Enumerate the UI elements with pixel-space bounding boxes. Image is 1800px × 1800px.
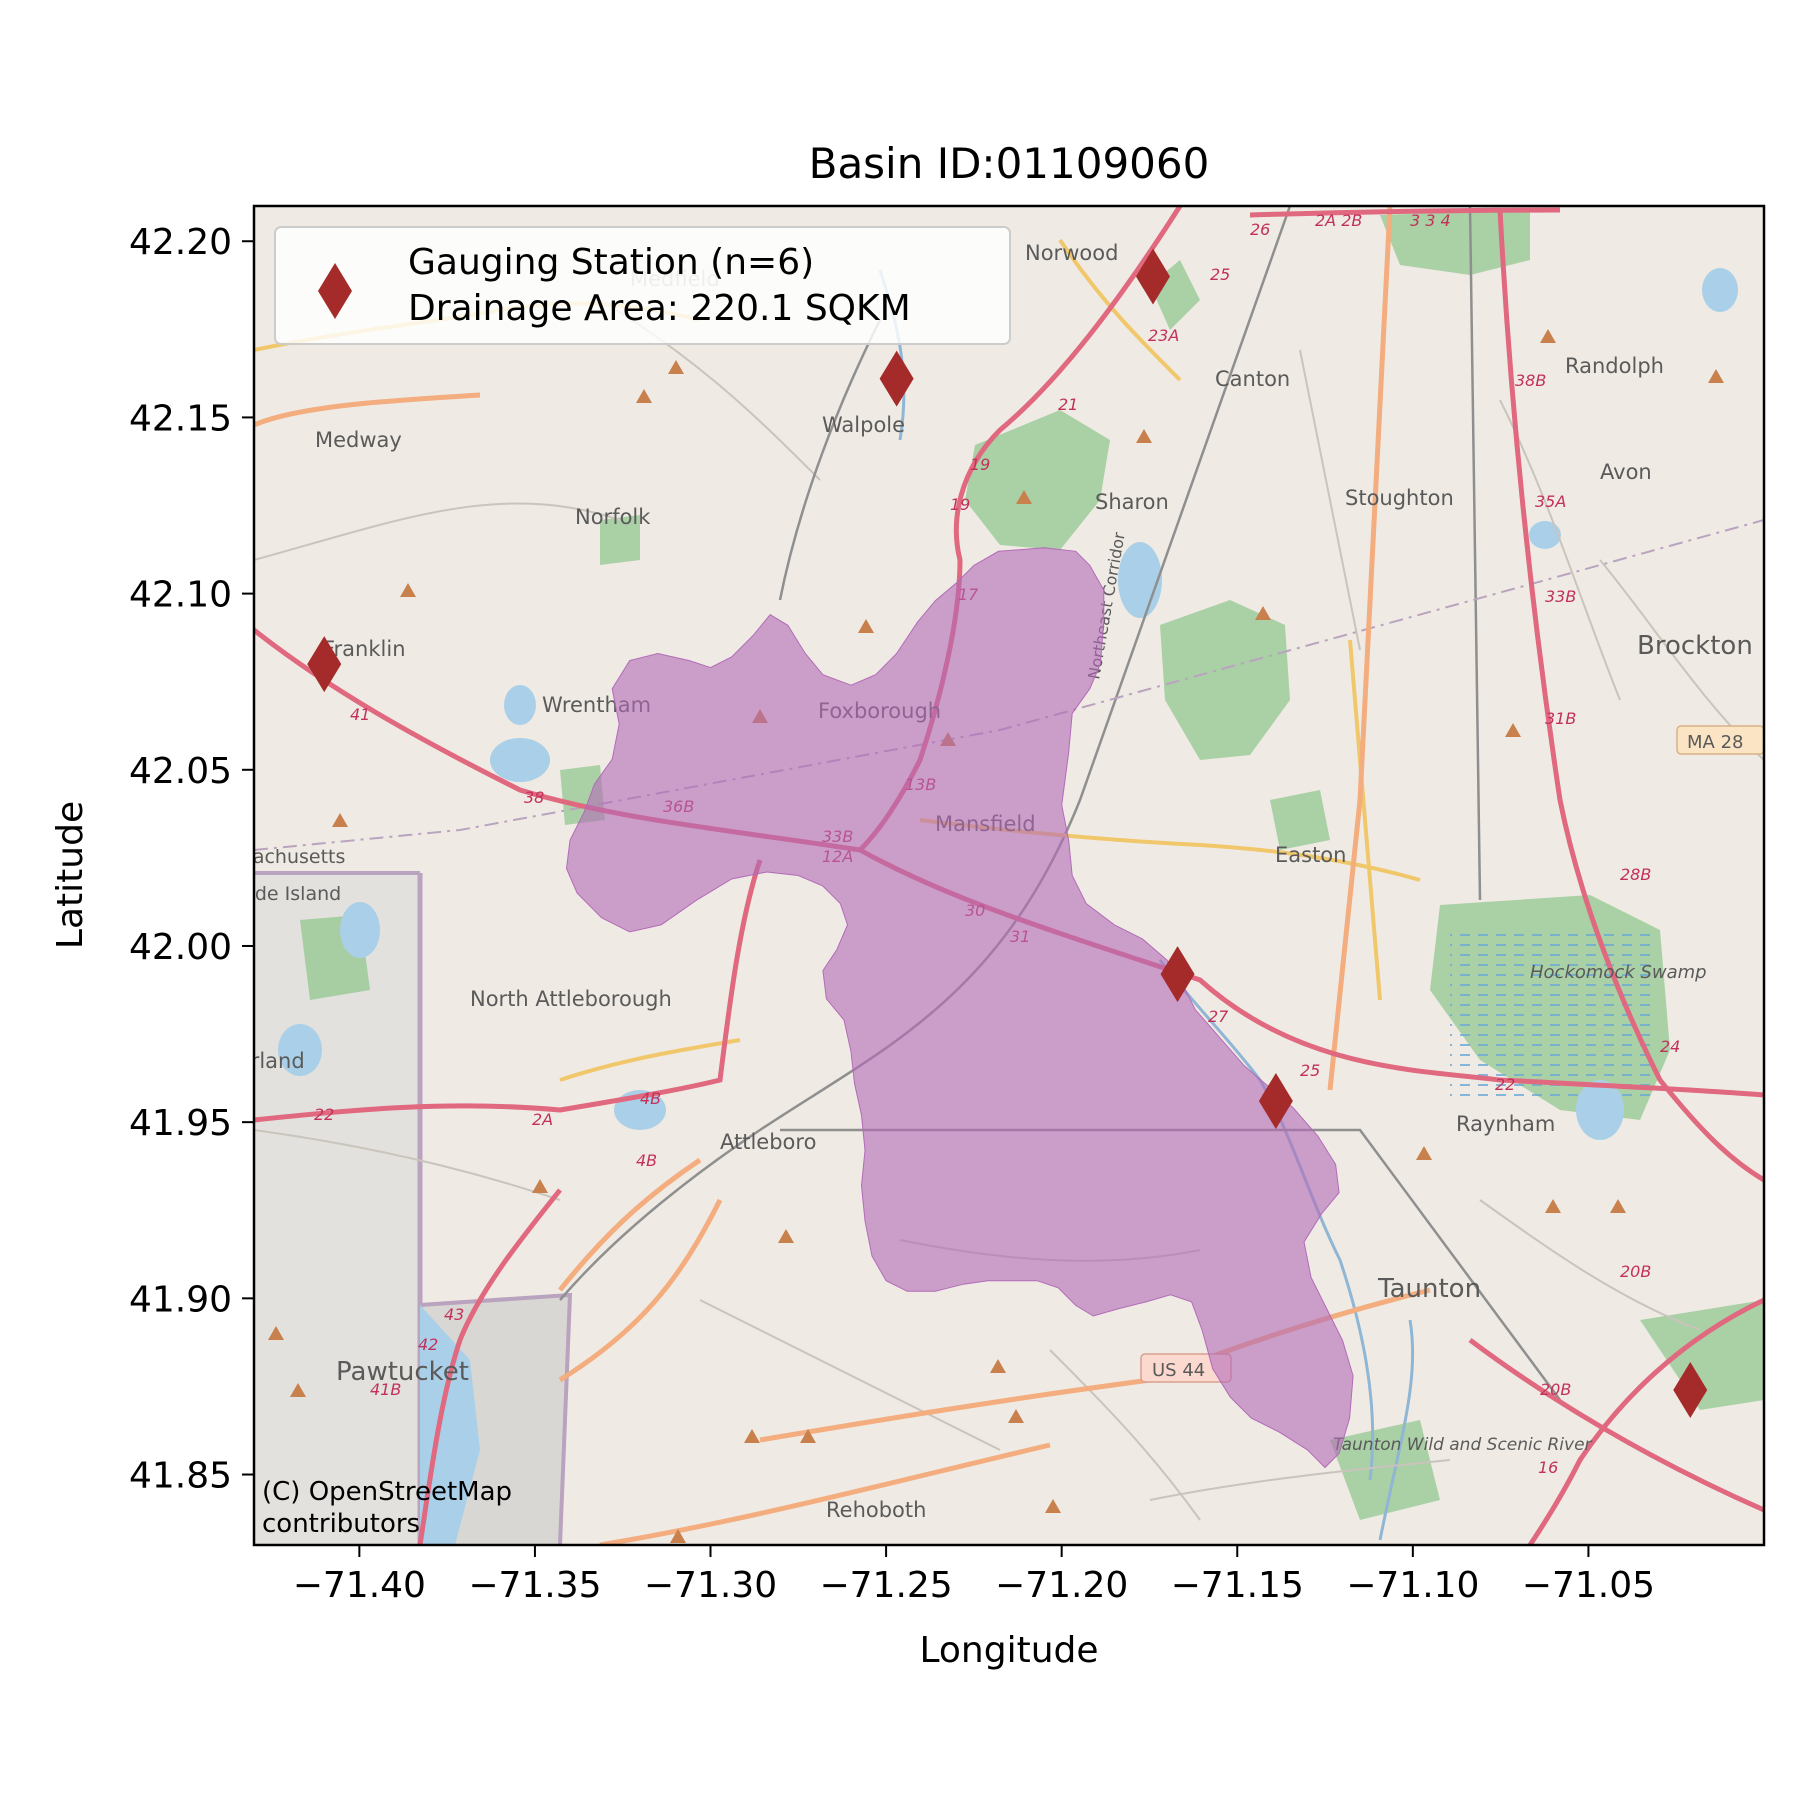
exit-label: 22 [1495, 1075, 1515, 1094]
map-label-taunton-river: Taunton Wild and Scenic River [1333, 1435, 1593, 1455]
exit-label: 2A [532, 1110, 553, 1129]
x-tick-label: −71.10 [1346, 1565, 1479, 1606]
map-label-cumberland: Cumberland [176, 1049, 305, 1073]
map-label-raynham: Raynham [1456, 1112, 1555, 1136]
map-label-randolph: Randolph [1565, 354, 1664, 378]
exit-label: 41 [350, 705, 370, 724]
map-label-attleboro: Attleboro [720, 1130, 816, 1154]
legend-line-2: Drainage Area: 220.1 SQKM [408, 288, 911, 329]
map-label-walpole: Walpole [822, 413, 905, 437]
x-tick-label: −71.40 [293, 1565, 426, 1606]
map-label-hockomock-swamp: Hockomock Swamp [1530, 962, 1707, 983]
attribution-line-1: (C) OpenStreetMap [262, 1477, 512, 1507]
x-tick-label: −71.30 [644, 1565, 777, 1606]
y-axis-label: Latitude [50, 801, 91, 949]
gauging-station-marker [1160, 946, 1195, 1003]
x-tick-label: −71.05 [1522, 1565, 1655, 1606]
primary-roads [254, 206, 1431, 1545]
map-label-canton: Canton [1215, 367, 1290, 391]
map-label-pawtucket: Pawtucket [336, 1357, 469, 1387]
basemap: Norwood Medfield Canton Randolph Walpole… [176, 206, 1764, 1545]
exit-label: 38B [1515, 371, 1546, 390]
map-label-north-attleborough: North Attleborough [470, 987, 672, 1011]
y-tick-label: 42.05 [129, 751, 232, 792]
exit-label: 26 [1250, 220, 1270, 239]
legend-diamond-marker [318, 263, 352, 319]
gauging-station-marker [1673, 1361, 1708, 1418]
exit-label: 38 [524, 788, 544, 807]
exit-label: 23A [1148, 326, 1179, 345]
x-axis-label: Longitude [919, 1630, 1098, 1671]
chart-title: Basin ID:01109060 [809, 139, 1210, 188]
x-tick-label: −71.20 [995, 1565, 1128, 1606]
map-label-rhode-island: Rhode Island [218, 883, 341, 905]
exit-label: 28B [1620, 865, 1651, 884]
shield-ma-28: MA 28 [1687, 732, 1743, 753]
y-tick-label: 42.10 [129, 575, 232, 616]
y-tick-label: 42.00 [129, 927, 232, 968]
gauging-stations [307, 248, 1708, 1418]
map-label-sharon: Sharon [1095, 490, 1169, 514]
x-tick-label: −71.35 [468, 1565, 601, 1606]
legend-line-1: Gauging Station (n=6) [408, 242, 814, 283]
exit-label: 20B [1540, 1380, 1571, 1399]
road-shields: MA 28 US 44 [1140, 725, 1764, 1383]
map-label-avon: Avon [1600, 460, 1652, 484]
exit-label: 16 [1538, 1458, 1558, 1477]
attribution-line-2: contributors [262, 1509, 420, 1539]
state-boundary-dashed [254, 519, 1764, 851]
exit-label: 24 [1660, 1037, 1680, 1056]
legend: Gauging Station (n=6) Drainage Area: 220… [274, 226, 1011, 345]
exit-label: 21 [1058, 395, 1078, 414]
map-label-easton: Easton [1275, 843, 1346, 867]
peak-markers [268, 329, 1724, 1543]
attribution: (C) OpenStreetMap contributors [262, 1477, 512, 1539]
gauging-station-marker [307, 636, 342, 693]
legend-box [274, 226, 1011, 345]
x-tick-label: −71.25 [819, 1565, 952, 1606]
water-bodies [278, 268, 1738, 1545]
exit-label: 2A 2B [1315, 211, 1362, 230]
x-axis-ticks: −71.40 −71.35 −71.30 −71.25 −71.20 −71.15 −71.… [293, 1545, 1655, 1606]
y-tick-label: 41.85 [129, 1456, 232, 1497]
exit-label: 25 [1210, 265, 1230, 284]
exit-label: 19 [970, 455, 990, 474]
exit-label: 35A [1535, 492, 1566, 511]
exit-label: 4B [640, 1089, 661, 1108]
exit-label: 31B [1545, 709, 1576, 728]
exit-label: 43 [444, 1305, 464, 1324]
map-label-stoughton: Stoughton [1345, 486, 1454, 510]
y-tick-label: 42.15 [129, 398, 232, 439]
exit-label: 33B [1545, 587, 1576, 606]
map-label-massachusetts: Massachusetts [205, 846, 345, 868]
exit-label: 27 [1208, 1007, 1229, 1026]
exit-label: 3 3 4 [1410, 211, 1451, 230]
exit-label: 25 [1300, 1061, 1320, 1080]
map-label-brockton: Brockton [1637, 631, 1753, 661]
map-label-norfolk: Norfolk [575, 505, 651, 529]
shield-us-44: US 44 [1152, 1360, 1205, 1381]
exit-label: 4B [636, 1151, 657, 1170]
axes-frame [252, 204, 1766, 1547]
y-axis-ticks: 42.20 42.15 42.10 42.05 42.00 41.95 41.90 41.85 [129, 222, 254, 1497]
minor-roads [254, 299, 1764, 1521]
exit-label: 19 [950, 495, 970, 514]
y-tick-label: 42.20 [129, 222, 232, 263]
gauging-station-marker [1258, 1073, 1293, 1130]
exit-label: 41B [370, 1380, 401, 1399]
y-tick-label: 41.95 [129, 1103, 232, 1144]
exit-label: 42 [418, 1335, 438, 1354]
y-tick-label: 41.90 [129, 1279, 232, 1320]
gauging-station-marker [1135, 248, 1170, 305]
map-label-medway: Medway [315, 428, 402, 452]
swamp-marsh [1450, 930, 1650, 1100]
exit-label: 20B [1620, 1262, 1651, 1281]
map-label-norwood: Norwood [1025, 241, 1118, 265]
map-label-rehoboth: Rehoboth [826, 1498, 926, 1522]
gauging-station-marker [879, 350, 914, 407]
exit-label: 22 [314, 1105, 334, 1124]
x-tick-label: −71.15 [1171, 1565, 1304, 1606]
map-label-taunton: Taunton [1377, 1274, 1481, 1304]
